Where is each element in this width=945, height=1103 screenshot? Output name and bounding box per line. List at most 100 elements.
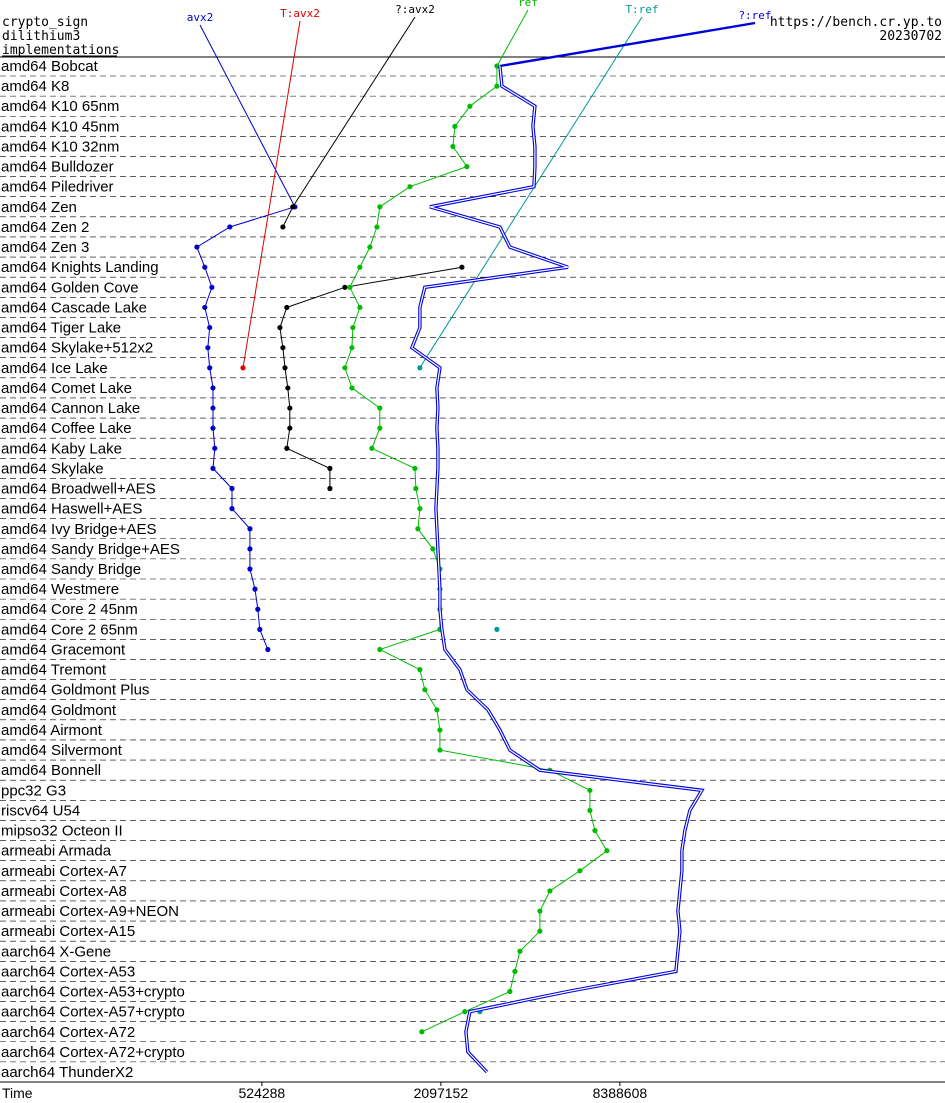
series-label-leader	[499, 21, 756, 68]
point	[415, 526, 421, 532]
point	[207, 365, 213, 371]
point	[367, 244, 373, 250]
point	[350, 324, 356, 331]
row-label: armeabi Cortex-A15	[1, 923, 135, 940]
series-line-inner	[411, 65, 703, 1073]
point	[374, 224, 380, 230]
point	[209, 284, 215, 290]
series-label-leader	[496, 9, 529, 67]
row-label: amd64 Westmere	[1, 581, 119, 598]
row-label: aarch64 Cortex-A53	[1, 963, 135, 980]
point	[437, 747, 443, 753]
row-label: aarch64 Cortex-A57+crypto	[1, 1004, 185, 1021]
point	[202, 304, 208, 311]
point	[507, 988, 513, 995]
row-label: amd64 Silvermont	[1, 742, 123, 759]
point	[512, 968, 518, 975]
point	[282, 365, 288, 371]
row-label: amd64 Sandy Bridge	[1, 561, 141, 578]
row-label: amd64 Tremont	[1, 662, 107, 679]
row-label: amd64 Haswell+AES	[1, 501, 142, 518]
point	[517, 948, 523, 954]
point	[419, 1029, 425, 1035]
row-label: amd64 K10 65nm	[1, 98, 119, 115]
point	[587, 787, 593, 793]
series-label: ?:ref	[738, 9, 771, 22]
row-label: amd64 Golden Cove	[1, 279, 139, 296]
point	[227, 224, 233, 230]
point	[252, 586, 258, 592]
row-label: amd64 Skylake+512x2	[1, 340, 153, 357]
point	[537, 908, 543, 914]
series-label-leader	[199, 24, 296, 208]
row-label: amd64 Cascade Lake	[1, 299, 147, 316]
point	[205, 345, 211, 351]
point	[342, 284, 348, 290]
point	[417, 667, 423, 673]
row-label: amd64 Comet Lake	[1, 380, 132, 397]
date: 20230702	[879, 29, 942, 44]
row-label: armeabi Cortex-A9+NEON	[1, 903, 179, 920]
point	[280, 224, 286, 230]
point	[210, 425, 216, 431]
row-label: amd64 Sandy Bridge+AES	[1, 541, 180, 558]
point	[284, 445, 290, 451]
point	[342, 365, 348, 371]
point	[257, 626, 263, 632]
row-label: amd64 Ice Lake	[1, 360, 108, 377]
x-tick-label: 8388608	[593, 1085, 648, 1101]
point	[229, 506, 235, 512]
title-line: implementations	[2, 43, 119, 58]
point	[285, 385, 291, 391]
row-label: amd64 K10 32nm	[1, 138, 119, 155]
row-label: aarch64 Cortex-A72+crypto	[1, 1044, 185, 1061]
row-label: amd64 Zen	[1, 199, 77, 216]
point	[377, 204, 383, 210]
point	[577, 868, 583, 874]
series-label: ref	[518, 0, 538, 9]
series-line	[279, 206, 462, 489]
row-label: armeabi Armada	[1, 843, 112, 860]
point	[280, 345, 286, 351]
row-label: amd64 Kaby Lake	[1, 440, 122, 457]
point	[327, 485, 333, 492]
series-label-leader	[292, 16, 416, 208]
title-line: crypto_sign	[2, 15, 88, 30]
x-tick-label: 2097152	[414, 1085, 469, 1101]
point	[210, 405, 216, 411]
point	[467, 103, 473, 109]
series-label: avx2	[187, 11, 214, 24]
point	[369, 445, 375, 451]
point	[247, 566, 253, 572]
point	[207, 324, 213, 331]
point	[277, 324, 283, 331]
title-line: dilithium3	[2, 29, 80, 44]
row-label: amd64 Skylake	[1, 460, 104, 477]
point	[494, 626, 500, 632]
point	[247, 526, 253, 532]
point	[327, 465, 333, 471]
point	[547, 888, 553, 894]
point	[450, 143, 456, 150]
row-label: amd64 Goldmont	[1, 702, 117, 719]
point	[229, 485, 235, 492]
row-label: amd64 K10 45nm	[1, 118, 119, 135]
point	[357, 304, 363, 311]
row-label: riscv64 U54	[1, 802, 80, 819]
point	[422, 687, 428, 693]
point	[377, 425, 383, 431]
row-label: amd64 Core 2 65nm	[1, 621, 138, 638]
row-label: amd64 Zen 2	[1, 219, 89, 236]
point	[240, 365, 246, 371]
point	[349, 385, 355, 391]
point	[210, 465, 216, 471]
point	[464, 164, 470, 170]
point	[437, 727, 443, 733]
row-label: armeabi Cortex-A7	[1, 863, 127, 880]
row-label: amd64 Piledriver	[1, 179, 114, 196]
point	[347, 284, 353, 290]
point	[462, 1009, 468, 1015]
point	[494, 83, 500, 89]
row-label: amd64 Knights Landing	[1, 259, 159, 276]
row-label: aarch64 Cortex-A53+crypto	[1, 984, 185, 1001]
